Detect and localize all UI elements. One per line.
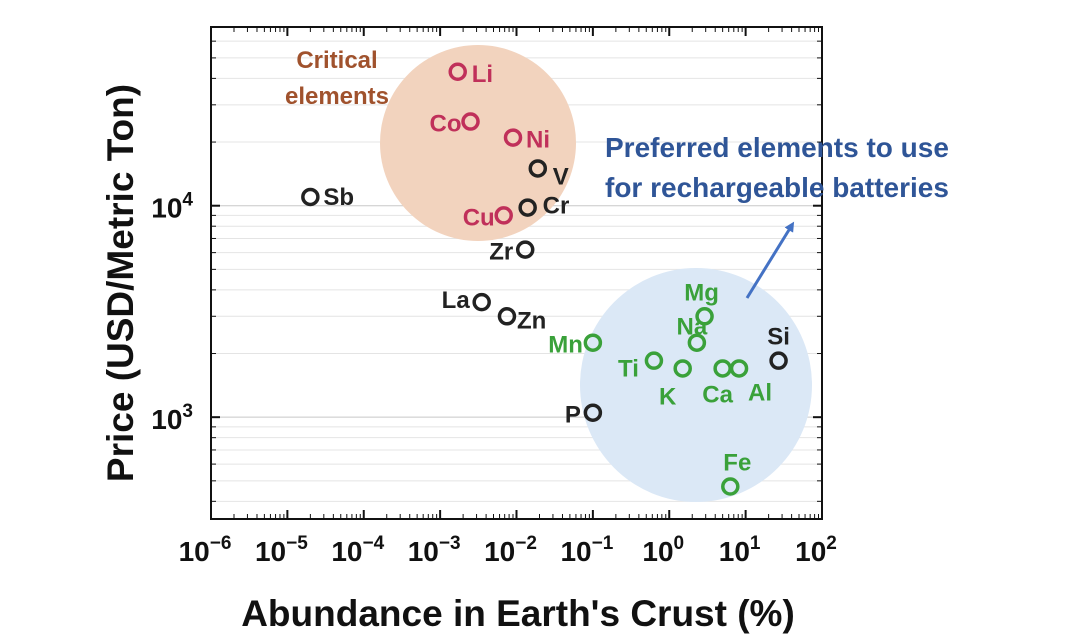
- point-label-la: La: [442, 287, 471, 314]
- x-tick-label: 102: [795, 533, 837, 567]
- point-label-cu: Cu: [463, 204, 495, 231]
- preferred-group-label-line2: for rechargeable batteries: [605, 172, 949, 203]
- data-points: Li Co Ni Cu V Cr Sb Zr La Zn P Si Mn Mg Na Ti K Ca Al Fe: [301, 61, 790, 496]
- x-tick-label: 10−5: [255, 533, 308, 567]
- point-label-ti: Ti: [618, 356, 639, 383]
- x-tick-label: 10−2: [484, 533, 537, 567]
- preferred-group-label-line1: Preferred elements to use: [605, 132, 949, 163]
- point-label-si: Si: [767, 324, 790, 351]
- x-tick-label: 10−6: [179, 533, 232, 567]
- point-label-k: K: [659, 383, 677, 410]
- point-zr: [515, 240, 535, 259]
- point-cr: [518, 198, 537, 217]
- point-fe: [721, 477, 740, 496]
- point-label-al: Al: [748, 379, 772, 406]
- x-tick-label: 10−3: [408, 533, 461, 567]
- critical-elements-region: [380, 45, 576, 241]
- preferred-elements-region: [580, 268, 812, 502]
- point-v: [528, 159, 548, 178]
- critical-group-label-line2: elements: [285, 83, 389, 110]
- y-tick-label: 104: [151, 190, 193, 224]
- point-mg: [695, 307, 714, 326]
- point-label-sb: Sb: [323, 184, 354, 211]
- point-label-mg: Mg: [684, 279, 719, 306]
- point-mn: [583, 333, 603, 352]
- point-na: [687, 333, 707, 352]
- x-tick-label: 101: [719, 533, 761, 567]
- x-axis-title: Abundance in Earth's Crust (%): [241, 593, 795, 634]
- point-label-co: Co: [430, 111, 462, 138]
- point-label-mn: Mn: [548, 332, 583, 359]
- point-cu: [494, 206, 513, 225]
- point-si: [769, 351, 788, 370]
- point-label-p: P: [565, 402, 581, 429]
- point-label-ca: Ca: [702, 381, 733, 408]
- point-li: [448, 62, 467, 82]
- x-tick-label: 10−1: [560, 533, 613, 567]
- x-tick-label: 100: [642, 533, 684, 567]
- point-k: [673, 359, 692, 378]
- y-axis-title: Price (USD/Metric Ton): [100, 84, 141, 482]
- x-tick-label: 10−4: [331, 533, 384, 567]
- point-label-zr: Zr: [489, 239, 513, 266]
- point-co: [461, 112, 480, 131]
- point-label-ni: Ni: [526, 127, 550, 154]
- point-ti: [644, 351, 664, 370]
- point-label-fe: Fe: [723, 450, 751, 477]
- point-al: [729, 359, 749, 378]
- point-label-li: Li: [472, 61, 493, 88]
- axis-ticks: 10−6 10−5 10−4 10−3 10−2 10−1 100 101 102 103 104: [151, 26, 837, 567]
- point-p: [583, 403, 603, 422]
- point-label-zn: Zn: [517, 307, 546, 334]
- point-label-na: Na: [677, 314, 708, 341]
- point-zn: [497, 307, 517, 326]
- critical-group-label-line1: Critical: [296, 47, 377, 74]
- point-la: [472, 292, 491, 312]
- callout-arrow: [745, 221, 795, 299]
- y-tick-label: 103: [151, 401, 193, 435]
- point-label-v: V: [553, 163, 569, 190]
- point-sb: [301, 187, 320, 207]
- point-label-cr: Cr: [543, 193, 570, 220]
- point-ni: [503, 128, 523, 147]
